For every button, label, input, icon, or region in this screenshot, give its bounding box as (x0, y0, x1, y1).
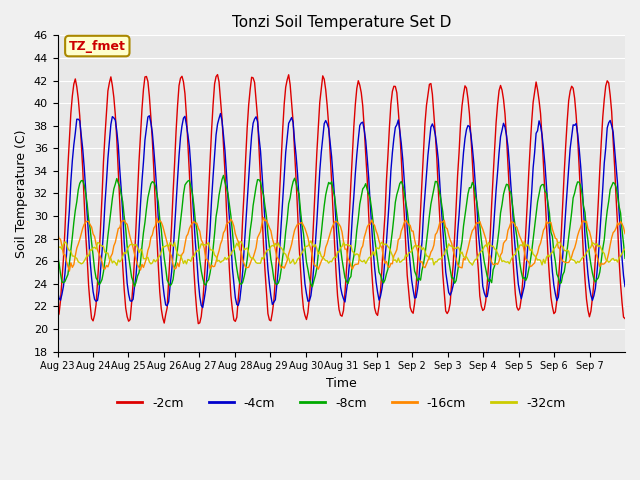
-4cm (54, 288, 61, 294)
Y-axis label: Soil Temperature (C): Soil Temperature (C) (15, 129, 28, 258)
Legend: -2cm, -4cm, -8cm, -16cm, -32cm: -2cm, -4cm, -8cm, -16cm, -32cm (112, 392, 570, 415)
-32cm (54, 244, 61, 250)
Line: -32cm: -32cm (58, 241, 625, 265)
Text: TZ_fmet: TZ_fmet (69, 39, 125, 53)
-4cm (545, 228, 553, 234)
-2cm (91, 312, 99, 318)
-4cm (620, 273, 627, 278)
-32cm (307, 238, 315, 244)
-8cm (349, 261, 356, 266)
-8cm (461, 213, 469, 218)
-16cm (349, 266, 356, 272)
Line: -4cm: -4cm (58, 113, 625, 308)
-32cm (113, 263, 120, 268)
-16cm (260, 215, 268, 220)
-4cm (621, 284, 629, 289)
-2cm (195, 321, 202, 326)
-16cm (461, 257, 469, 263)
-4cm (199, 305, 207, 311)
X-axis label: Time: Time (326, 377, 356, 390)
-2cm (461, 83, 469, 89)
-32cm (73, 255, 81, 261)
-4cm (461, 136, 469, 142)
-2cm (214, 72, 221, 77)
-2cm (545, 274, 553, 280)
Line: -16cm: -16cm (58, 217, 625, 271)
-2cm (73, 84, 81, 90)
-16cm (65, 268, 73, 274)
-2cm (54, 314, 61, 320)
-32cm (620, 248, 627, 253)
-8cm (621, 255, 629, 261)
-16cm (620, 225, 627, 230)
-16cm (621, 231, 629, 237)
Line: -2cm: -2cm (58, 74, 625, 324)
-8cm (308, 284, 316, 289)
-16cm (54, 229, 61, 235)
-4cm (349, 213, 356, 219)
Line: -8cm: -8cm (58, 175, 625, 287)
-8cm (54, 253, 61, 259)
-8cm (73, 199, 81, 204)
-8cm (620, 240, 627, 246)
-2cm (349, 153, 356, 158)
-4cm (217, 110, 225, 116)
-32cm (91, 244, 99, 250)
-8cm (220, 172, 227, 178)
-16cm (92, 241, 100, 247)
-4cm (91, 297, 99, 302)
-4cm (73, 116, 81, 122)
-32cm (349, 249, 356, 254)
-2cm (621, 316, 629, 322)
Title: Tonzi Soil Temperature Set D: Tonzi Soil Temperature Set D (232, 15, 451, 30)
-32cm (461, 255, 469, 261)
-2cm (620, 314, 627, 320)
-16cm (74, 241, 82, 247)
-32cm (621, 246, 629, 252)
-8cm (91, 266, 99, 272)
-16cm (545, 219, 553, 225)
-32cm (545, 254, 553, 260)
-8cm (545, 210, 553, 216)
